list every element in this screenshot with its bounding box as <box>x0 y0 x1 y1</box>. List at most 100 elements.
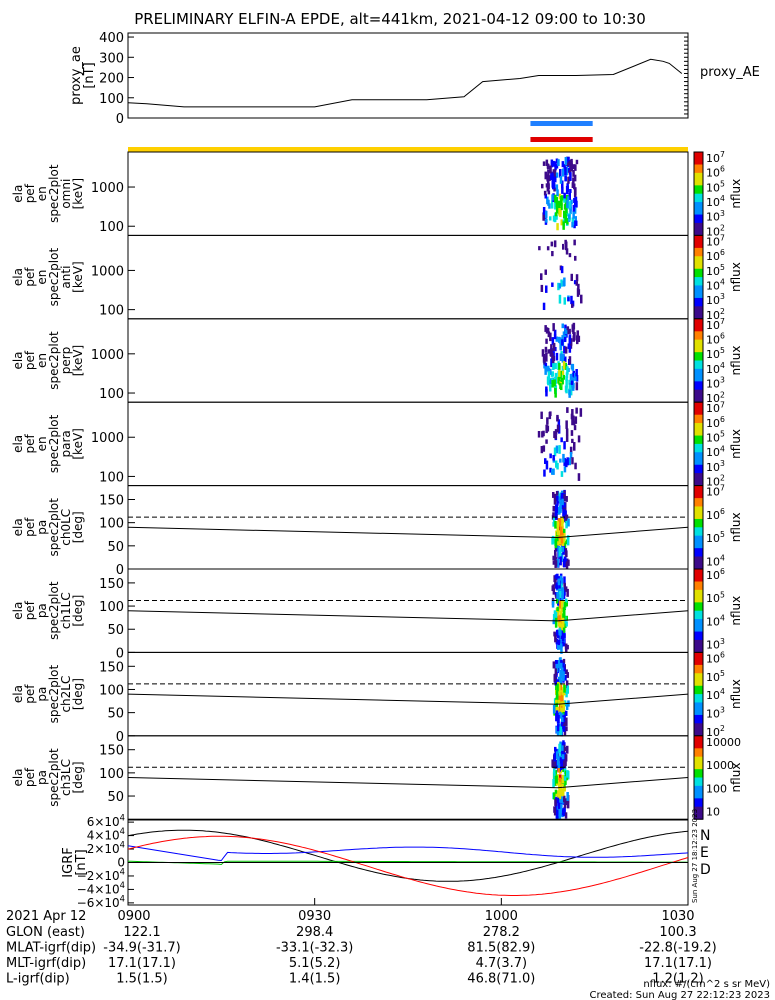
spec-pixel <box>564 157 568 166</box>
spec-pixel <box>557 724 560 732</box>
colorbar-step <box>694 268 703 274</box>
spec-pixel <box>564 759 567 767</box>
spec-pixel <box>556 462 559 470</box>
colorbar-step <box>694 719 703 724</box>
spec-pixel <box>561 546 564 552</box>
colorbar-step <box>694 277 703 282</box>
spec-pixel <box>568 379 571 385</box>
orbit-row-value: -33.1(-32.3) <box>276 941 353 956</box>
spec-ylabel-line: ela <box>11 685 25 703</box>
colorbar-step <box>694 506 703 512</box>
spec-pixel <box>563 210 566 219</box>
colorbar-step <box>694 343 703 349</box>
spec-pixel <box>558 445 561 454</box>
spec-pixel <box>546 246 550 251</box>
colorbar-step <box>694 594 703 599</box>
spec-ylabel-line: [keV] <box>71 428 85 459</box>
spec-pixel <box>560 695 563 704</box>
spec-frame <box>127 401 689 487</box>
spec-ylabel-line: ela <box>11 435 25 453</box>
spec-pixel <box>572 210 575 219</box>
spec-pixel <box>552 560 556 565</box>
colorbar-step <box>694 385 703 391</box>
colorbar-step <box>694 477 703 482</box>
spec-ylabel-line: pef <box>23 434 37 454</box>
spec-pixel <box>562 623 566 633</box>
spec-pixel <box>552 614 556 621</box>
colorbar-step <box>694 402 703 407</box>
spec-pixel <box>563 668 566 674</box>
spec-pixel <box>564 166 567 176</box>
colorbar-tick-label: 102 <box>706 223 725 238</box>
spec-pixel <box>571 324 574 333</box>
colorbar-step <box>694 777 703 783</box>
colorbar-tick-label: 105 <box>706 590 725 605</box>
spec-ylabel-line: [keV] <box>71 178 85 209</box>
spec-ylabel-line: en <box>35 436 49 451</box>
spec-pixel <box>573 220 576 229</box>
orbit-row-value: 17.1(17.1) <box>644 956 712 971</box>
spec-pixel <box>559 518 562 527</box>
spec-pixel <box>566 685 569 694</box>
spec-pixel <box>552 512 555 518</box>
colorbar-step <box>694 660 703 666</box>
spec-pixel <box>566 770 569 778</box>
spec-ylabel-line: spec2plot <box>47 748 61 807</box>
spec-pixel <box>556 545 559 550</box>
spec-frame <box>127 485 689 570</box>
orbit-row-value: 1.4(1.5) <box>289 972 341 987</box>
spec-pixel <box>551 194 554 201</box>
orbit-row-value: 17.1(17.1) <box>108 956 176 971</box>
spec-pixel <box>569 209 572 215</box>
colorbar-step <box>694 760 703 766</box>
spec-pixel <box>560 705 563 713</box>
colorbar-step <box>694 235 703 241</box>
orbit-row-label: MLAT-igrf(dip) <box>6 941 96 956</box>
spec-pixel <box>562 607 566 615</box>
colorbar-step <box>694 560 703 566</box>
spec-pixel <box>552 455 555 461</box>
spec-pixel <box>562 709 565 715</box>
colorbar-step <box>694 356 703 361</box>
spec-pixel <box>547 190 551 195</box>
colorbar-tick-label: 102 <box>706 390 725 405</box>
spec-ylabel-line: spec2plot <box>47 414 61 473</box>
colorbar: 106 105 104 103 102 nflux <box>693 650 743 739</box>
spec-pixel <box>566 185 569 193</box>
spec-pixel <box>541 183 544 189</box>
igrf-ylabel-line: [nT] <box>74 849 89 875</box>
colorbar-step <box>694 614 703 620</box>
spec-pixel <box>572 385 575 391</box>
colorbar-step <box>694 756 703 762</box>
spec-pixel <box>556 683 559 692</box>
spec-pixel <box>561 667 564 676</box>
spec-pixel <box>572 204 576 212</box>
colorbar-step <box>694 252 703 257</box>
spec-pixel <box>555 504 558 510</box>
spec-pixel <box>553 497 557 505</box>
spec-pixel <box>555 172 559 178</box>
spec-pixel <box>568 356 572 365</box>
spec-pixel <box>566 457 569 466</box>
spec-pixel <box>565 691 568 698</box>
spec-pixel <box>572 177 575 184</box>
spec-pixel <box>572 328 575 335</box>
colorbar-step <box>694 393 703 399</box>
spec-pixel <box>565 248 569 255</box>
spec-pixel <box>557 159 560 167</box>
spec-pixel <box>569 172 572 181</box>
igrf-ytick-label: 2×104 <box>87 840 125 856</box>
igrf-ytick-label: −4×104 <box>77 880 125 896</box>
spec-frame <box>127 151 689 236</box>
colorbar-step <box>694 585 703 591</box>
colorbar-step <box>694 798 703 804</box>
spec-ytick-label: 100 <box>99 220 124 235</box>
spec-pixel <box>550 200 554 209</box>
spec-ytick-label: 50 <box>107 623 124 638</box>
colorbar-tick-label: 100 <box>706 782 727 795</box>
colorbar-label: nflux <box>729 346 743 376</box>
colorbar-tick-label: 105 <box>706 669 725 684</box>
spec-pixel <box>551 337 555 345</box>
spec-pixel <box>555 212 558 217</box>
